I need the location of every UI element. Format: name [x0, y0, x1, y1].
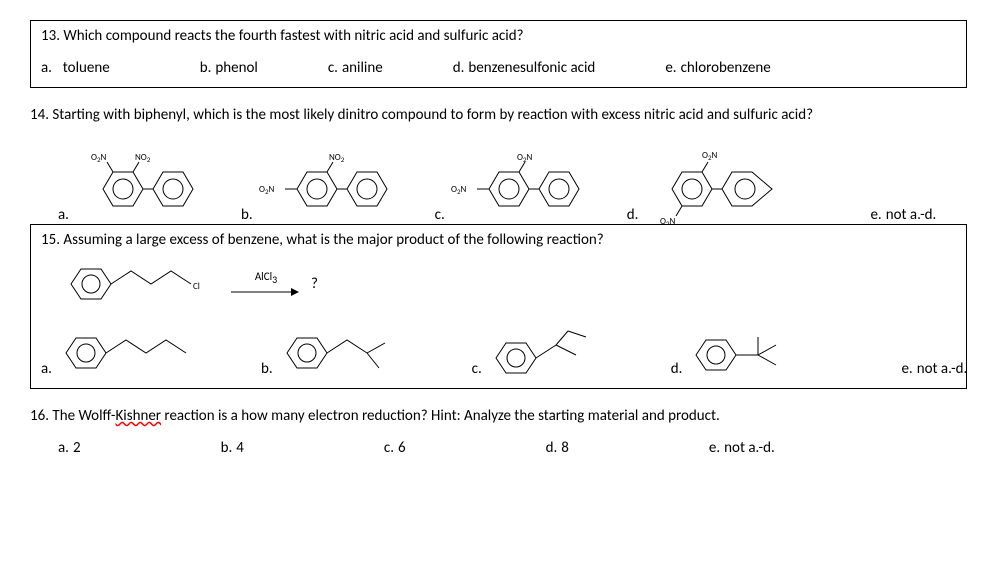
svg-text:O2N: O2N	[451, 184, 467, 196]
q15-reactant-icon: Cl	[61, 259, 221, 309]
q16-text-2: reaction is a how many electron reductio…	[161, 407, 720, 425]
q15-struct-c-icon	[486, 323, 616, 378]
svg-text:O2N: O2N	[259, 184, 275, 196]
q15-opt-d: d.	[671, 323, 817, 378]
q14-opt-c: c. O2N O2N	[435, 144, 609, 224]
q13-opt-b-label: b.	[200, 59, 212, 77]
q14-opt-e-text: not a.-d.	[886, 206, 937, 224]
q16-opt-a-label: a.	[58, 439, 69, 457]
question-mark: ?	[311, 275, 318, 293]
q16-opt-a: a. 2	[58, 439, 81, 457]
q14-prompt: Starting with biphenyl, which is the mos…	[52, 106, 813, 124]
q15-prompt: Assuming a large excess of benzene, what…	[63, 231, 603, 249]
q13-opt-d-text: benzenesulfonic acid	[468, 59, 595, 77]
reagent-sub: 3	[272, 273, 277, 286]
q13-opt-b: b. phenol	[200, 59, 258, 77]
q14-opt-b-label: b.	[241, 206, 253, 224]
question-14-text: 14. Starting with biphenyl, which is the…	[30, 106, 967, 124]
q16-text-underline: Kishner	[115, 407, 161, 425]
q15-number: 15.	[41, 231, 60, 249]
svg-text:O2N: O2N	[91, 152, 107, 164]
reaction-arrow: AlCl3	[231, 270, 301, 298]
q14-opt-d-label: d.	[627, 206, 639, 224]
q16-opt-c-label: c.	[384, 439, 394, 457]
q13-opt-e-label: e.	[665, 59, 676, 77]
q15-opt-a: a.	[41, 323, 206, 378]
q13-opt-c: c. aniline	[328, 59, 383, 77]
q15-opt-a-label: a.	[41, 360, 52, 378]
q16-options: a. 2 b. 4 c. 6 d. 8 e. not a.-d.	[30, 439, 967, 457]
question-13-text: 13. Which compound reacts the fourth fas…	[41, 27, 956, 45]
q13-options: a. toluene b. phenol c. aniline d. benze…	[41, 59, 956, 77]
q16-opt-e-text: not a.-d.	[724, 439, 775, 457]
q13-prompt: Which compound reacts the fourth fastest…	[63, 27, 523, 45]
arrow-icon	[231, 286, 301, 298]
biphenyl-a-icon: O2N NO2	[73, 144, 223, 224]
q16-opt-c: c. 6	[384, 439, 406, 457]
q16-opt-d: d. 8	[546, 439, 569, 457]
svg-text:NO2: NO2	[329, 152, 345, 164]
q13-opt-b-text: phenol	[215, 59, 257, 77]
q15-opt-e-text: not a.-d.	[917, 360, 968, 378]
question-15-text: 15. Assuming a large excess of benzene, …	[41, 231, 956, 249]
q13-opt-e-text: chlorobenzene	[681, 59, 771, 77]
q13-opt-d: d. benzenesulfonic acid	[453, 59, 596, 77]
q13-opt-d-label: d.	[453, 59, 465, 77]
q16-opt-c-text: 6	[398, 439, 406, 457]
svg-text:O2N: O2N	[702, 150, 718, 162]
q14-options: a. O2N	[30, 134, 967, 224]
question-13: 13. Which compound reacts the fourth fas…	[30, 20, 967, 88]
q15-struct-a-icon	[56, 323, 206, 378]
biphenyl-c-icon: O2N O2N	[449, 144, 609, 224]
q14-opt-e-label: e.	[870, 206, 881, 224]
q15-opt-b-label: b.	[261, 360, 273, 378]
q16-opt-d-label: d.	[546, 439, 558, 457]
q13-opt-a-text: toluene	[63, 59, 110, 77]
question-14: 14. Starting with biphenyl, which is the…	[30, 106, 967, 224]
q16-opt-e-label: e.	[709, 439, 720, 457]
reagent-label: AlCl3	[255, 270, 277, 286]
q15-options: a. b.	[41, 323, 956, 378]
svg-text:NO2: NO2	[135, 152, 151, 164]
question-15: 15. Assuming a large excess of benzene, …	[30, 224, 967, 389]
q14-opt-a-label: a.	[58, 206, 69, 224]
q14-opt-a: a. O2N	[58, 144, 223, 224]
q15-reaction: Cl AlCl3 ?	[61, 259, 956, 309]
q13-opt-c-label: c.	[328, 59, 338, 77]
q14-opt-b: b. O2N NO2	[241, 144, 417, 224]
q13-opt-c-text: aniline	[342, 59, 383, 77]
q15-struct-d-icon	[686, 323, 816, 378]
svg-text:O2N: O2N	[517, 152, 533, 164]
q13-number: 13.	[41, 27, 60, 45]
q15-opt-c: c.	[472, 323, 616, 378]
q16-opt-d-text: 8	[561, 439, 569, 457]
q15-opt-e-label: e.	[901, 360, 912, 378]
q14-opt-c-label: c.	[435, 206, 445, 224]
q13-opt-a-label: a.	[41, 59, 52, 77]
q14-number: 14.	[30, 106, 49, 124]
q16-text-1: The Wolff-	[52, 407, 115, 425]
q14-opt-d: d. O2N O2N	[627, 134, 793, 224]
biphenyl-d-icon: O2N O2N	[642, 134, 792, 224]
question-16: 16. The Wolff-Kishner reaction is a how …	[30, 407, 967, 457]
q16-number: 16.	[30, 407, 49, 425]
q16-opt-b-text: 4	[236, 439, 244, 457]
q13-opt-e: e. chlorobenzene	[665, 59, 770, 77]
q15-struct-b-icon	[277, 323, 417, 378]
q15-opt-d-label: d.	[671, 360, 683, 378]
q14-opt-e: e. not a.-d.	[870, 206, 936, 224]
question-16-text: 16. The Wolff-Kishner reaction is a how …	[30, 407, 967, 425]
q16-opt-b: b. 4	[221, 439, 244, 457]
biphenyl-b-icon: O2N NO2	[257, 144, 417, 224]
q13-opt-a: a. toluene	[41, 59, 110, 77]
q16-opt-e: e. not a.-d.	[709, 439, 775, 457]
cl-label: Cl	[193, 281, 200, 292]
reagent-text: AlCl	[255, 270, 272, 283]
q15-opt-e: e. not a.-d.	[901, 360, 967, 378]
svg-text:O2N: O2N	[660, 216, 676, 224]
q16-opt-a-text: 2	[73, 439, 81, 457]
q15-opt-b: b.	[261, 323, 417, 378]
q15-opt-c-label: c.	[472, 360, 482, 378]
q16-opt-b-label: b.	[221, 439, 233, 457]
